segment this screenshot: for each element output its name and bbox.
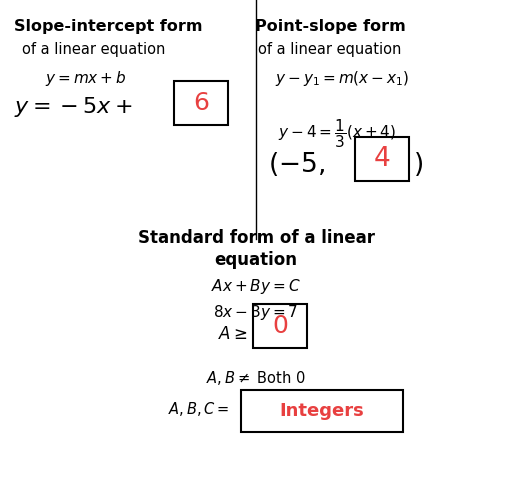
Text: Slope-intercept form: Slope-intercept form [14, 19, 203, 34]
Text: $y - 4 = \dfrac{1}{3}(x + 4)$: $y - 4 = \dfrac{1}{3}(x + 4)$ [278, 117, 396, 150]
Text: of a linear equation: of a linear equation [259, 42, 402, 57]
Text: $)$: $)$ [413, 150, 423, 178]
FancyBboxPatch shape [253, 304, 307, 348]
Text: $y = mx + b$: $y = mx + b$ [45, 69, 126, 88]
Text: of a linear equation: of a linear equation [22, 42, 165, 57]
Text: 0: 0 [272, 314, 288, 338]
Text: $(-5,$: $(-5,$ [268, 150, 325, 178]
Text: $Ax + By = C$: $Ax + By = C$ [211, 277, 301, 296]
Text: equation: equation [215, 251, 297, 269]
Text: $A \geq$: $A \geq$ [218, 325, 248, 343]
FancyBboxPatch shape [355, 137, 409, 181]
Text: $A, B, C =$: $A, B, C =$ [168, 400, 229, 418]
Text: 4: 4 [374, 146, 390, 172]
Text: $A, B \neq$ Both 0: $A, B \neq$ Both 0 [206, 369, 306, 387]
FancyBboxPatch shape [174, 81, 228, 125]
Text: Integers: Integers [280, 402, 365, 420]
Text: $y = -5x +$: $y = -5x +$ [14, 95, 132, 119]
Text: $y - y_1 = m(x - x_1)$: $y - y_1 = m(x - x_1)$ [275, 69, 410, 88]
Text: 6: 6 [193, 91, 209, 115]
Text: Point-slope form: Point-slope form [254, 19, 406, 34]
Text: Standard form of a linear: Standard form of a linear [138, 229, 374, 247]
Text: $8x - 3y = 7$: $8x - 3y = 7$ [214, 303, 298, 322]
FancyBboxPatch shape [241, 390, 403, 432]
